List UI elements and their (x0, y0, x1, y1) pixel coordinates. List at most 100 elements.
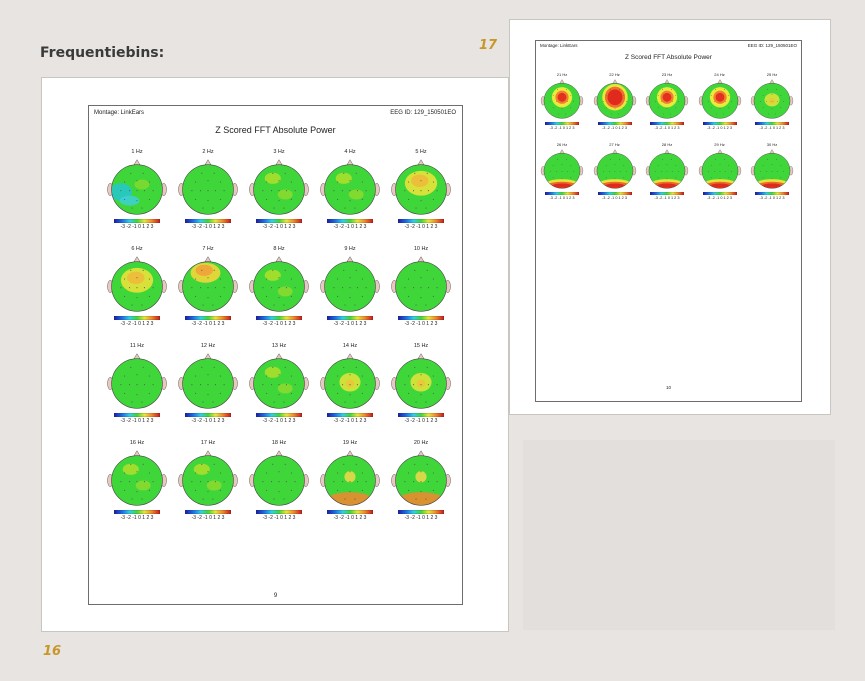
report-page-number: 9 (273, 593, 278, 599)
scalp-map (391, 449, 451, 506)
color-scale-bar (327, 315, 373, 320)
frequency-label: 26 Hz (556, 142, 568, 147)
frequency-label: 18 Hz (271, 440, 287, 446)
color-scale-ticks: -3 -2 -1 0 1 2 3 (707, 196, 732, 200)
frequency-label: 9 Hz (344, 246, 356, 252)
frequency-label: 21 Hz (556, 72, 568, 77)
color-scale-ticks: -3 -2 -1 0 1 2 3 (404, 320, 438, 327)
frequency-label: 30 Hz (766, 142, 778, 147)
color-scale-ticks: -3 -2 -1 0 1 2 3 (654, 196, 680, 200)
scalp-map (178, 255, 238, 312)
color-scale-bar (256, 412, 302, 417)
color-scale-bar (398, 412, 444, 417)
color-scale-bar (256, 218, 302, 223)
scalp-map (107, 255, 167, 312)
frequency-label: 2 Hz (202, 149, 214, 155)
frequency-label: 3 Hz (273, 149, 285, 155)
frequency-label: 23 Hz (661, 72, 673, 77)
color-scale-ticks: -3 -2 -1 0 1 2 3 (120, 514, 154, 521)
color-scale-ticks: -3 -2 -1 0 1 2 3 (707, 126, 732, 130)
frequency-label: 7 Hz (202, 246, 214, 252)
section-heading: Frequentiebins: (40, 45, 165, 61)
color-scale-ticks: -3 -2 -1 0 1 2 3 (602, 126, 627, 130)
color-scale-ticks: -3 -2 -1 0 1 2 3 (549, 126, 575, 130)
frequency-label: 24 Hz (714, 72, 725, 77)
color-scale-ticks: -3 -2 -1 0 1 2 3 (404, 223, 438, 230)
color-scale-ticks: -3 -2 -1 0 1 2 3 (333, 223, 367, 230)
frequency-label: 6 Hz (131, 246, 143, 252)
color-scale-bar (597, 192, 632, 195)
scalp-map (107, 449, 167, 506)
color-scale-ticks: -3 -2 -1 0 1 2 3 (602, 196, 627, 200)
color-scale-bar (114, 315, 160, 320)
blank-panel (523, 440, 835, 630)
frequency-label: 11 Hz (130, 343, 144, 349)
frequency-label: 19 Hz (342, 440, 358, 446)
color-scale-ticks: -3 -2 -1 0 1 2 3 (333, 514, 367, 521)
color-scale-ticks: -3 -2 -1 0 1 2 3 (404, 417, 438, 424)
color-scale-ticks: -3 -2 -1 0 1 2 3 (120, 320, 154, 327)
scalp-map (593, 149, 636, 189)
scalp-map (320, 158, 380, 215)
color-scale-bar (114, 412, 160, 417)
color-scale-bar (185, 218, 231, 223)
scalp-map (540, 149, 584, 189)
color-scale-bar (545, 122, 579, 125)
frequency-label: 12 Hz (200, 343, 216, 349)
scalp-map (320, 352, 380, 409)
scalp-map (178, 449, 238, 506)
frequency-label: 5 Hz (415, 149, 427, 155)
eeg-id-label: EEG ID: 129_150501EO (390, 110, 456, 116)
color-scale-ticks: -3 -2 -1 0 1 2 3 (120, 417, 154, 424)
color-scale-bar (114, 509, 160, 514)
color-scale-bar (755, 122, 789, 125)
color-scale-bar (650, 122, 684, 125)
montage-label: Montage: LinkEars (94, 110, 145, 116)
scalp-map (540, 79, 584, 119)
color-scale-ticks: -3 -2 -1 0 1 2 3 (759, 126, 785, 130)
frequency-label: 20 Hz (413, 440, 429, 446)
color-scale-bar (185, 315, 231, 320)
report-page-number: 10 (665, 385, 671, 390)
color-scale-bar (256, 315, 302, 320)
frequency-label: 17 Hz (200, 440, 216, 446)
color-scale-bar (398, 315, 444, 320)
color-scale-ticks: -3 -2 -1 0 1 2 3 (191, 223, 225, 230)
frequency-label: 27 Hz (609, 142, 620, 147)
color-scale-ticks: -3 -2 -1 0 1 2 3 (404, 514, 438, 521)
color-scale-ticks: -3 -2 -1 0 1 2 3 (191, 417, 225, 424)
frequency-label: 8 Hz (273, 246, 285, 252)
color-scale-ticks: -3 -2 -1 0 1 2 3 (120, 223, 154, 230)
color-scale-bar (327, 509, 373, 514)
color-scale-ticks: -3 -2 -1 0 1 2 3 (262, 320, 296, 327)
color-scale-bar (702, 192, 737, 195)
frequency-label: 10 Hz (413, 246, 429, 252)
color-scale-ticks: -3 -2 -1 0 1 2 3 (654, 126, 680, 130)
color-scale-ticks: -3 -2 -1 0 1 2 3 (549, 196, 575, 200)
frequency-label: 28 Hz (661, 142, 673, 147)
scalp-map (249, 158, 309, 215)
report-page-left: Montage: LinkEars EEG ID: 129_150501EO Z… (88, 105, 463, 605)
color-scale-bar (185, 509, 231, 514)
scalp-map (178, 158, 238, 215)
color-scale-ticks: -3 -2 -1 0 1 2 3 (262, 417, 296, 424)
page-number-left: 16 (43, 644, 62, 659)
color-scale-bar (256, 509, 302, 514)
color-scale-ticks: -3 -2 -1 0 1 2 3 (262, 223, 296, 230)
scalp-map (391, 255, 451, 312)
scalp-map (249, 352, 309, 409)
report-title: Z Scored FFT Absolute Power (215, 125, 336, 135)
page-number-right: 17 (479, 38, 498, 53)
color-scale-bar (185, 412, 231, 417)
scalp-map (698, 79, 741, 119)
scalp-map (320, 255, 380, 312)
scalp-map (320, 449, 380, 506)
frequency-label: 14 Hz (342, 343, 358, 349)
scalp-map (645, 149, 689, 189)
color-scale-ticks: -3 -2 -1 0 1 2 3 (759, 196, 785, 200)
color-scale-ticks: -3 -2 -1 0 1 2 3 (333, 320, 367, 327)
scalp-map (249, 449, 309, 506)
color-scale-ticks: -3 -2 -1 0 1 2 3 (191, 514, 225, 521)
scalp-map (107, 158, 167, 215)
montage-label: Montage: LinkEars (540, 43, 578, 48)
